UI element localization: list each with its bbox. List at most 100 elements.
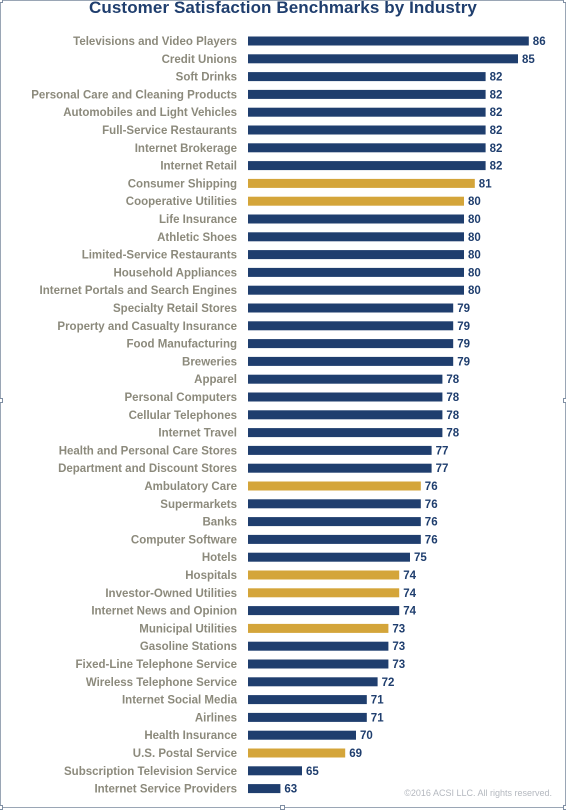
category-label: Ambulatory Care [144,481,237,493]
bar [248,659,389,669]
value-label: 82 [490,72,503,84]
value-label: 78 [446,410,459,422]
bar [248,107,486,117]
value-label: 76 [425,534,438,546]
value-label: 79 [457,339,470,351]
bar [248,499,421,509]
resize-handle-right[interactable] [563,398,566,403]
resize-handle-left[interactable] [0,398,3,403]
bar [248,712,367,722]
category-label: Apparel [194,374,237,386]
value-label: 82 [490,107,503,119]
resize-handle-top-right[interactable] [563,0,566,3]
value-label: 82 [490,161,503,173]
category-label: Breweries [182,356,237,368]
value-label: 80 [468,214,481,226]
bar [248,552,410,562]
bar [248,214,464,224]
category-label: Internet Brokerage [135,143,237,155]
bar [248,339,454,349]
value-label: 74 [403,588,416,600]
value-label: 71 [371,695,384,707]
bar [248,445,432,455]
bar [248,677,378,687]
category-label: Municipal Utilities [139,623,237,635]
category-label: Credit Unions [162,54,237,66]
category-label: Limited-Service Restaurants [82,250,237,262]
bar [248,481,421,491]
category-label: Internet News and Opinion [91,606,237,618]
category-label: Cellular Telephones [129,410,237,422]
bar [248,54,518,64]
value-label: 77 [436,463,449,475]
category-label: Specialty Retail Stores [113,303,237,315]
value-label: 78 [446,374,459,386]
bar [248,36,529,46]
category-label: Hotels [202,552,237,564]
category-label: Property and Casualty Insurance [57,321,237,333]
category-label: Department and Discount Stores [58,463,237,475]
value-label: 74 [403,606,416,618]
bar [248,161,486,171]
category-label: Consumer Shipping [128,178,237,190]
bar [248,392,443,402]
category-label: Investor-Owned Utilities [105,588,237,600]
category-label: Personal Care and Cleaning Products [31,89,237,101]
value-label: 69 [349,748,362,760]
category-label: Health and Personal Care Stores [59,445,237,457]
category-label: Computer Software [131,534,237,546]
value-label: 76 [425,499,438,511]
resize-handle-top-left[interactable] [0,0,3,3]
value-label: 73 [392,641,405,653]
category-label: Gasoline Stations [140,641,237,653]
bar [248,196,464,206]
value-label: 76 [425,481,438,493]
value-label: 85 [522,54,535,66]
bar [248,321,454,331]
bar [248,143,486,153]
bar [248,428,443,438]
value-label: 81 [479,178,492,190]
category-label: Internet Social Media [122,695,238,707]
value-label: 80 [468,196,481,208]
value-label: 73 [392,623,405,635]
bar [248,534,421,544]
bar [248,517,421,527]
category-label: Airlines [195,712,237,724]
category-label: U.S. Postal Service [133,748,237,760]
category-label: Banks [202,517,237,529]
value-label: 72 [382,677,395,689]
category-label: Fixed-Line Telephone Service [76,659,237,671]
bar [248,250,464,260]
value-label: 79 [457,356,470,368]
chart-title: Customer Satisfaction Benchmarks by Indu… [89,0,477,17]
category-label: Personal Computers [125,392,237,404]
category-label: Full-Service Restaurants [102,125,237,137]
bar [248,784,281,794]
category-label: Household Appliances [113,267,237,279]
bar [248,695,367,705]
value-label: 73 [392,659,405,671]
value-label: 86 [533,36,546,48]
bar [248,730,356,740]
bar [248,267,464,277]
category-label: Athletic Shoes [157,232,237,244]
category-label: Subscription Television Service [64,766,237,778]
bar [248,606,400,616]
value-label: 75 [414,552,427,564]
bar [248,588,400,598]
bar [248,623,389,633]
value-label: 82 [490,143,503,155]
category-label: Internet Travel [158,428,237,440]
category-label: Health Insurance [144,730,237,742]
bar [248,356,454,366]
category-label: Internet Retail [160,161,237,173]
value-label: 65 [306,766,319,778]
bar [248,410,443,420]
bar [248,463,432,473]
value-label: 82 [490,89,503,101]
value-label: 80 [468,250,481,262]
category-label: Hospitals [185,570,237,582]
value-label: 77 [436,445,449,457]
